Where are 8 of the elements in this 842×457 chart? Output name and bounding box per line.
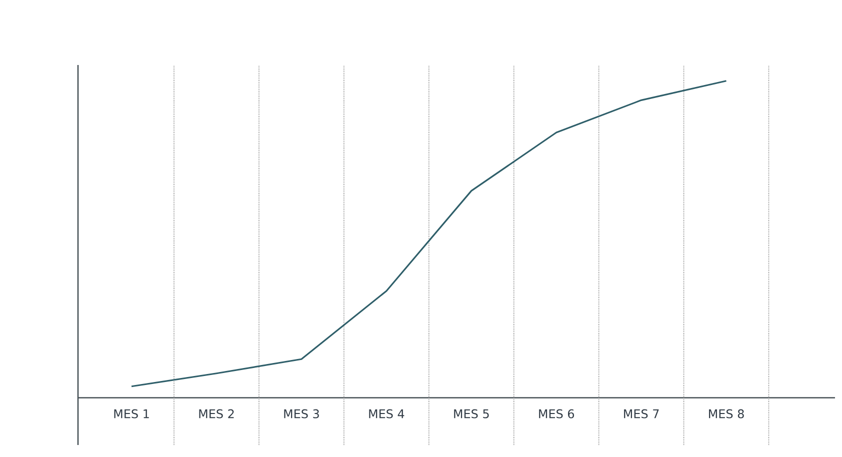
x-tick-label: MES 1 bbox=[114, 409, 149, 418]
x-tick-label: MES 7 bbox=[624, 409, 659, 418]
x-tick-label: MES 4 bbox=[369, 409, 404, 418]
x-tick-label: MES 5 bbox=[454, 409, 489, 418]
x-tick-label: MES 8 bbox=[709, 409, 744, 418]
x-tick-label: MES 6 bbox=[539, 409, 574, 418]
x-tick-label: MES 3 bbox=[284, 409, 319, 418]
x-tick-label: MES 2 bbox=[199, 409, 234, 418]
